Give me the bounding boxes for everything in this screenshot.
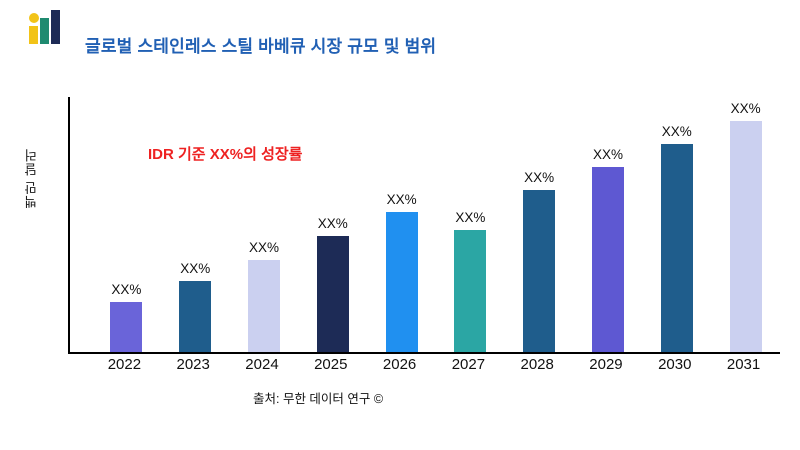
x-tick-2030: 2030 — [658, 356, 692, 373]
bar-value-label-2031: XX% — [730, 101, 761, 116]
bar-value-label-2029: XX% — [592, 147, 623, 162]
bar-2023 — [179, 281, 212, 352]
x-tick-2025: 2025 — [314, 356, 348, 373]
bar-value-label-2028: XX% — [524, 170, 555, 185]
growth-annotation: IDR 기준 XX%의 성장률 — [148, 146, 303, 163]
source-text: 출처: 무한 데이터 연구 © — [253, 392, 384, 406]
plot-area: IDR 기준 XX%의 성장률 XX% XX% XX% XX% XX% XX% XX% XX%… — [68, 97, 780, 354]
bar-group-2023: XX% — [161, 97, 230, 352]
bar-2028 — [523, 190, 556, 352]
bar-2030 — [660, 144, 693, 352]
bar-group-2022: XX% — [92, 97, 161, 352]
x-tick-2028: 2028 — [520, 356, 554, 373]
x-tick-2024: 2024 — [245, 356, 279, 373]
x-tick-2029: 2029 — [589, 356, 623, 373]
bar-2026 — [385, 212, 418, 352]
bar-value-label-2022: XX% — [111, 282, 142, 297]
x-tick-2031: 2031 — [726, 356, 761, 373]
bar-value-label-2025: XX% — [317, 216, 348, 231]
x-axis-ticks: 2022 2023 2024 2025 2026 2027 2028 2029 2030 2031 — [68, 356, 778, 373]
y-axis-label: 백만 달러 — [24, 148, 39, 209]
bar-2025 — [316, 236, 349, 352]
bar-group-2031: XX% — [711, 97, 780, 352]
bar-2029 — [591, 167, 624, 352]
x-tick-2027: 2027 — [451, 356, 486, 373]
bar-group-2028: XX% — [505, 97, 574, 352]
bar-group-2024: XX% — [230, 97, 299, 352]
bar-value-label-2023: XX% — [180, 261, 211, 276]
bar-group-2026: XX% — [367, 97, 436, 352]
bar-2022 — [110, 302, 143, 352]
logo-icon — [29, 10, 60, 44]
bar-group-2025: XX% — [298, 97, 367, 352]
bar-group-2030: XX% — [642, 97, 711, 352]
x-tick-2023: 2023 — [176, 356, 210, 373]
bars-container: XX% XX% XX% XX% XX% XX% XX% XX% XX% XX% — [70, 97, 780, 352]
x-tick-2026: 2026 — [382, 356, 417, 373]
bar-value-label-2024: XX% — [248, 240, 279, 255]
brand-logo — [27, 6, 63, 48]
bar-value-label-2030: XX% — [661, 124, 692, 139]
bar-2024 — [247, 260, 280, 352]
chart-title: 글로벌 스테인레스 스틸 바베큐 시장 규모 및 범위 — [85, 37, 437, 56]
bar-group-2029: XX% — [574, 97, 643, 352]
bar-group-2027: XX% — [436, 97, 505, 352]
bar-value-label-2026: XX% — [386, 192, 417, 207]
bar-2027 — [454, 230, 487, 352]
x-tick-2022: 2022 — [107, 356, 142, 373]
bar-2031 — [729, 121, 762, 352]
bar-value-label-2027: XX% — [455, 210, 486, 225]
